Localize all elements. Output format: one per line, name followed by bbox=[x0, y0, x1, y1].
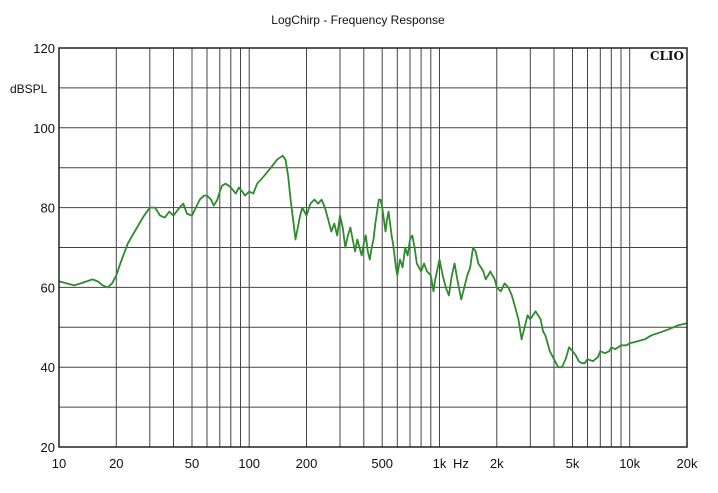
x-tick-label-7: 2k bbox=[490, 456, 504, 471]
x-tick-label-0: 10 bbox=[52, 456, 66, 471]
y-tick-label-4: 100 bbox=[33, 121, 55, 136]
y-tick-label-1: 40 bbox=[41, 360, 55, 375]
x-tick-label-4: 200 bbox=[296, 456, 318, 471]
y-tick-label-2: 60 bbox=[41, 280, 55, 295]
x-tick-label-1: 20 bbox=[109, 456, 123, 471]
x-axis-unit: Hz bbox=[453, 456, 469, 471]
plot-frame bbox=[58, 47, 688, 448]
x-tick-label-10: 20k bbox=[677, 456, 698, 471]
x-tick-label-5: 500 bbox=[371, 456, 393, 471]
x-tick-label-6: 1k bbox=[433, 456, 447, 471]
y-tick-label-5: 120 bbox=[33, 41, 55, 56]
y-tick-label-0: 20 bbox=[41, 440, 55, 455]
y-tick-label-3: 80 bbox=[41, 201, 55, 216]
y-axis-label: dBSPL bbox=[10, 82, 48, 96]
x-tick-label-8: 5k bbox=[566, 456, 580, 471]
x-tick-labels: 10 20 50 100 200 500 1k 2k 5k 10k 20k bbox=[52, 456, 698, 471]
y-tick-labels: 20 40 60 80 100 120 bbox=[33, 41, 55, 455]
x-tick-label-9: 10k bbox=[619, 456, 640, 471]
x-tick-label-3: 100 bbox=[238, 456, 260, 471]
chart-title: LogChirp - Frequency Response bbox=[271, 13, 445, 27]
brand-logo: CLIO bbox=[650, 49, 684, 63]
series-line bbox=[58, 154, 688, 369]
grid bbox=[59, 48, 687, 447]
x-tick-label-2: 50 bbox=[185, 456, 199, 471]
